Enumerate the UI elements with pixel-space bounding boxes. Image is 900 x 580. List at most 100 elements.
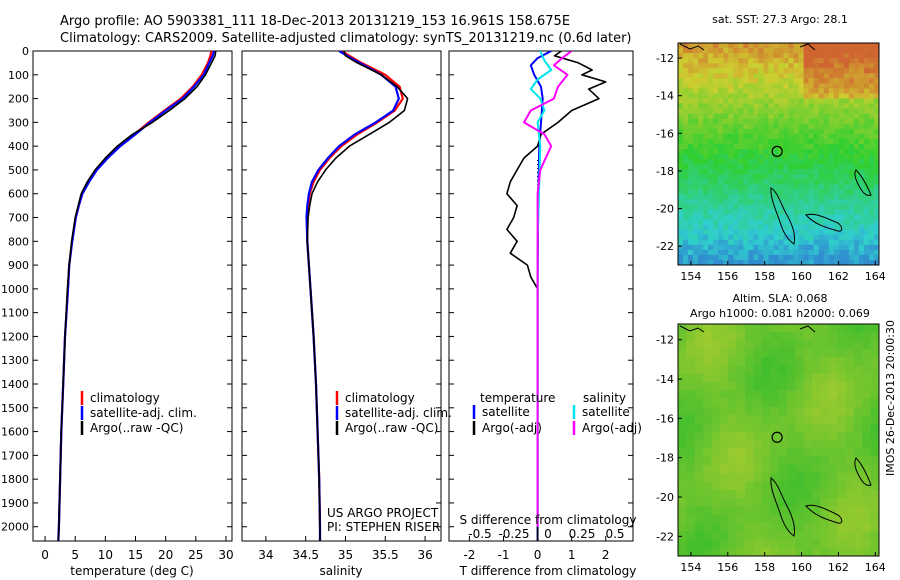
map-cell <box>770 406 780 416</box>
map-cell <box>753 373 763 383</box>
map-cell <box>768 229 775 236</box>
map-cell <box>863 159 870 165</box>
map-cell <box>753 522 763 532</box>
map-cell <box>870 481 879 491</box>
map-cell <box>768 154 775 160</box>
map-cell <box>708 108 714 115</box>
map-cell <box>870 348 879 358</box>
map-cell <box>795 373 805 383</box>
map-cell <box>770 531 780 540</box>
map-cell <box>703 260 709 265</box>
map-cell <box>869 234 875 241</box>
map-cell <box>743 214 749 221</box>
x-tick-label: 15 <box>128 548 143 562</box>
map-cell <box>808 149 815 155</box>
map-cell <box>718 68 724 74</box>
map-cell <box>743 48 749 54</box>
map-cell <box>743 103 749 110</box>
map-cell <box>837 456 847 466</box>
map-cell <box>758 68 764 74</box>
map-cell <box>713 179 719 185</box>
map-cell <box>733 53 739 59</box>
map-cell <box>733 224 739 231</box>
map-cell <box>713 93 719 100</box>
map-cell <box>793 169 800 175</box>
map-cell <box>733 48 739 54</box>
map-cell <box>843 78 850 84</box>
map-cell <box>778 123 785 130</box>
map-cell <box>833 164 840 170</box>
map-cell <box>703 332 713 342</box>
map-cell <box>848 138 855 145</box>
map-cell <box>845 514 855 524</box>
map-cell <box>728 464 738 474</box>
map-cell <box>874 214 879 221</box>
map-cell <box>698 63 704 69</box>
map-cell <box>786 489 796 499</box>
map-cell <box>793 174 800 180</box>
map-cell <box>683 199 689 205</box>
map-cell <box>818 133 825 140</box>
map-cell <box>869 108 875 115</box>
map-cell <box>728 88 734 94</box>
map-cell <box>808 219 815 226</box>
map-cell <box>758 138 764 145</box>
map-cell <box>803 159 810 165</box>
map-cell <box>778 448 788 458</box>
map-cell <box>693 219 699 226</box>
map-cell <box>678 382 687 391</box>
map-cell <box>813 244 820 251</box>
map-cell <box>703 128 709 135</box>
map-cell <box>698 103 704 110</box>
map-cell <box>678 108 684 115</box>
map-cell <box>803 340 813 350</box>
map-cell <box>874 138 879 145</box>
map-cell <box>833 194 840 200</box>
map-cell <box>686 332 696 342</box>
map-cell <box>703 48 709 54</box>
map-cell <box>678 58 684 64</box>
map-cell <box>713 260 719 265</box>
map-cell <box>713 103 719 110</box>
map-cell <box>848 214 855 221</box>
y-tick-label: -16 <box>656 127 674 140</box>
x-tick-label: 158 <box>754 561 775 574</box>
map-cell <box>713 244 719 251</box>
map-cell <box>853 506 863 516</box>
map-cell <box>808 249 815 256</box>
map-cell <box>798 103 805 110</box>
map-cell <box>745 539 754 549</box>
map-cell <box>778 423 788 433</box>
map-cell <box>793 239 800 246</box>
map-cell <box>845 489 855 499</box>
map-cell <box>803 498 813 507</box>
x-tick-label: 1 <box>568 548 576 562</box>
map-cell <box>820 506 830 516</box>
map-cell <box>733 149 739 155</box>
map-cell <box>837 489 847 499</box>
map-cell <box>728 179 734 185</box>
map-cell <box>803 464 813 474</box>
map-cell <box>743 73 749 79</box>
map-cell <box>858 260 865 265</box>
map-cell <box>753 229 759 236</box>
map-cell <box>723 143 729 150</box>
map-cell <box>728 249 734 256</box>
map-cell <box>818 48 825 54</box>
map-cell <box>803 143 810 150</box>
y-tick-label: -18 <box>656 165 674 178</box>
map-cell <box>778 440 788 449</box>
map-cell <box>803 88 810 94</box>
map-cell <box>708 234 714 241</box>
map-cell <box>743 244 749 251</box>
map-cell <box>728 254 734 261</box>
map-cell <box>728 48 734 54</box>
map-cell <box>708 58 714 64</box>
map-cell <box>708 73 714 79</box>
map-cell <box>713 78 719 84</box>
map-cell <box>853 123 860 130</box>
map-cell <box>694 357 704 366</box>
map-cell <box>803 234 810 241</box>
map-cell <box>745 382 754 391</box>
map-cell <box>718 48 724 54</box>
